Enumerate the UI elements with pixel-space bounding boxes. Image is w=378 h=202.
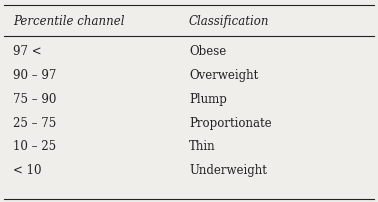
- Text: 25 – 75: 25 – 75: [13, 117, 56, 129]
- Text: Overweight: Overweight: [189, 69, 258, 82]
- Text: Obese: Obese: [189, 45, 226, 58]
- Text: Classification: Classification: [189, 15, 270, 28]
- Text: Thin: Thin: [189, 140, 215, 153]
- Text: < 10: < 10: [13, 164, 42, 177]
- Text: Underweight: Underweight: [189, 164, 267, 177]
- Text: 10 – 25: 10 – 25: [13, 140, 56, 153]
- Text: Percentile channel: Percentile channel: [13, 15, 125, 28]
- Text: 75 – 90: 75 – 90: [13, 93, 57, 106]
- Text: 90 – 97: 90 – 97: [13, 69, 57, 82]
- Text: Plump: Plump: [189, 93, 227, 106]
- Text: 97 <: 97 <: [13, 45, 42, 58]
- Text: Proportionate: Proportionate: [189, 117, 272, 129]
